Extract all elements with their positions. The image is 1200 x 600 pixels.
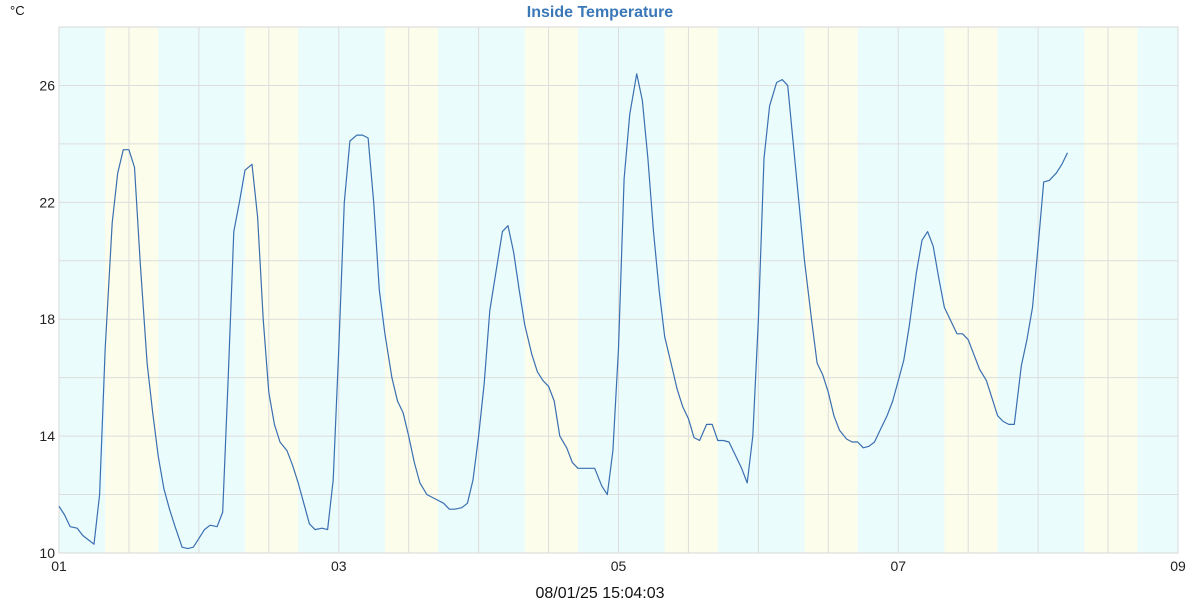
x-tick-label: 07 — [890, 558, 906, 574]
y-tick-label: 22 — [39, 194, 55, 210]
day-band-2 — [245, 27, 299, 553]
y-tick-label: 10 — [39, 545, 55, 561]
day-band-4 — [524, 27, 578, 553]
y-axis-tick-labels: 10 14 18 22 26 — [39, 77, 55, 561]
plot-area-frame — [58, 26, 1179, 554]
chart-title: Inside Temperature — [527, 4, 674, 21]
x-tick-label: 03 — [331, 558, 347, 574]
x-tick-label: 01 — [51, 558, 67, 574]
y-tick-label: 14 — [39, 428, 55, 444]
grid-lines — [59, 27, 1178, 553]
x-axis-tick-labels: 01 03 05 07 09 — [51, 558, 1186, 574]
day-band-3 — [384, 27, 439, 553]
day-band-1 — [105, 27, 159, 553]
series-line-inside-temperature — [58, 73, 1069, 550]
day-band-6 — [804, 27, 858, 553]
day-band-8 — [1084, 27, 1138, 553]
y-tick-label: 18 — [39, 311, 55, 327]
x-tick-label: 09 — [1170, 558, 1186, 574]
day-band-5 — [664, 27, 718, 553]
y-tick-label: 26 — [39, 77, 55, 93]
y-axis-unit-label: °C — [10, 3, 25, 18]
day-band-7 — [944, 27, 998, 553]
x-tick-label: 05 — [611, 558, 627, 574]
timestamp-footer: 08/01/25 15:04:03 — [535, 585, 664, 600]
